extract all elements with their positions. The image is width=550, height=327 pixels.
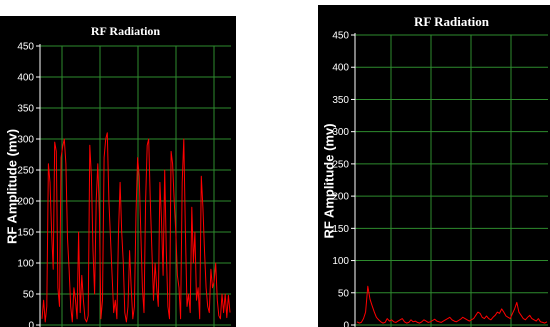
chart-title: RF Radiation <box>414 14 490 29</box>
chart-panel-right: RF Radiation 0 50 100 150 200 250 300 350 400 450 R… <box>318 5 550 327</box>
y-tick-label: 250 <box>332 159 349 170</box>
chart-title: RF Radiation <box>91 24 161 38</box>
y-tick-label: 150 <box>332 224 349 235</box>
y-axis-label: RF Amplitude (mv) <box>4 129 19 244</box>
rf-amplitude-series-line <box>41 132 231 323</box>
chart-panel-left: RF Radiation 0 50 100 150 200 250 300 350 400 450 R… <box>0 16 236 327</box>
y-tick-label: 400 <box>332 63 349 74</box>
rf-radiation-chart-left: RF Radiation 0 50 100 150 200 250 300 350 400 450 R… <box>4 24 231 327</box>
y-tick-label: 450 <box>17 42 34 53</box>
y-tick-label: 250 <box>17 166 34 177</box>
rf-amplitude-series-line <box>356 285 548 324</box>
y-tick-label: 150 <box>17 228 34 239</box>
y-tick-label: 300 <box>17 135 34 146</box>
y-tick-label: 50 <box>338 288 350 299</box>
y-axis-label: RF Amplitude (mv) <box>321 123 336 238</box>
y-tick-label: 200 <box>332 192 349 203</box>
y-tick-label: 0 <box>343 321 349 327</box>
y-tick-label: 100 <box>332 256 349 267</box>
y-tick-label: 0 <box>28 321 34 327</box>
y-tick-label: 350 <box>332 95 349 106</box>
rf-radiation-chart-right: RF Radiation 0 50 100 150 200 250 300 350 400 450 R… <box>321 14 548 327</box>
y-tick-label: 300 <box>332 127 349 138</box>
y-tick-label: 400 <box>17 73 34 84</box>
y-tick-label: 50 <box>23 290 35 301</box>
y-tick-label: 450 <box>332 31 349 42</box>
y-tick-label: 100 <box>17 259 34 270</box>
y-tick-label: 350 <box>17 104 34 115</box>
y-tick-label: 200 <box>17 197 34 208</box>
